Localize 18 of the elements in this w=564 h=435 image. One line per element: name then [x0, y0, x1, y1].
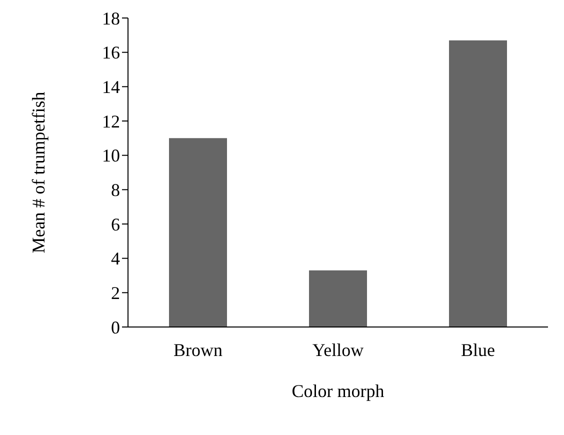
y-tick-label: 18 — [102, 8, 120, 28]
x-tick-label: Blue — [461, 340, 496, 360]
y-tick-label: 16 — [102, 42, 120, 63]
y-tick-label: 8 — [111, 180, 120, 200]
y-tick-label: 2 — [111, 283, 120, 304]
bar — [169, 138, 227, 327]
bar — [309, 270, 367, 327]
y-tick-label: 14 — [102, 77, 120, 98]
x-tick-label: Brown — [174, 340, 222, 360]
y-tick-label: 0 — [111, 317, 120, 338]
y-tick-label: 4 — [111, 248, 120, 269]
y-axis-title: Mean # of trumpetfish — [28, 92, 48, 254]
x-axis-title: Color morph — [292, 381, 384, 401]
y-tick-label: 10 — [102, 146, 120, 166]
x-tick-label: Yellow — [312, 340, 364, 360]
bar — [449, 40, 507, 327]
y-tick-label: 12 — [102, 111, 120, 132]
y-tick-label: 6 — [111, 214, 120, 234]
